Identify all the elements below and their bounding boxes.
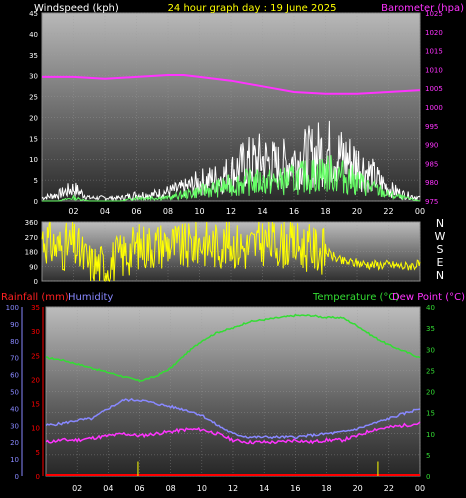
- direction-label-n-bottom: N: [436, 269, 444, 282]
- barometer-tick-label: 1015: [425, 48, 443, 56]
- windspeed-tick-label: 15: [29, 135, 38, 143]
- windspeed-tick-label: 0: [34, 198, 38, 206]
- top-x-tick-label: 12: [226, 207, 236, 216]
- rainfall-axis-label: Rainfall (mm): [1, 292, 69, 303]
- rainfall-tick-label: 25: [31, 352, 40, 360]
- top-x-tick-label: 14: [257, 207, 267, 216]
- temperature-axis-label: Temperature (°C): [312, 292, 399, 303]
- rainfall-tick-label: 30: [31, 328, 40, 336]
- humidity-tick-label: 0: [15, 473, 19, 481]
- humidity-tick-label: 70: [10, 355, 19, 363]
- bottom-x-tick-label: 06: [134, 484, 144, 493]
- rainfall-tick-label: 10: [31, 425, 40, 433]
- direction-label-w: W: [435, 230, 446, 243]
- temperature-tick-label: 5: [426, 452, 430, 460]
- top-x-tick-label: 18: [320, 207, 330, 216]
- temperature-tick-label: 30: [426, 346, 435, 354]
- humidity-tick-label: 20: [10, 439, 19, 447]
- humidity-axis-label: Humidity: [68, 292, 113, 303]
- humidity-tick-label: 50: [10, 389, 19, 397]
- windspeed-tick-label: 40: [29, 31, 38, 39]
- windspeed-tick-label: 20: [29, 114, 38, 122]
- top-x-tick-label: 00: [415, 207, 425, 216]
- humidity-tick-label: 80: [10, 338, 19, 346]
- temperature-tick-label: 0: [426, 473, 430, 481]
- temperature-tick-label: 20: [426, 389, 435, 397]
- barometer-tick-label: 990: [425, 142, 438, 150]
- bottom-x-tick-label: 08: [166, 484, 176, 493]
- windspeed-tick-label: 5: [34, 177, 38, 185]
- rainfall-tick-label: 20: [31, 376, 40, 384]
- direction-tick-label: 0: [34, 278, 38, 286]
- direction-tick-label: 270: [25, 234, 38, 242]
- top-x-tick-label: 08: [163, 207, 173, 216]
- direction-tick-label: 180: [25, 249, 38, 257]
- barometer-tick-label: 995: [425, 123, 438, 131]
- bottom-x-tick-label: 02: [72, 484, 82, 493]
- humidity-tick-label: 100: [6, 304, 19, 312]
- direction-tick-label: 360: [25, 219, 38, 227]
- temperature-line: [45, 313, 421, 383]
- barometer-tick-label: 1005: [425, 85, 443, 93]
- wind-average-line: [42, 155, 421, 202]
- top-x-tick-label: 20: [352, 207, 362, 216]
- barometer-tick-label: 1020: [425, 29, 443, 37]
- temperature-tick-label: 10: [426, 431, 435, 439]
- rainfall-tick-label: 35: [31, 304, 40, 312]
- rainfall-tick-label: 0: [36, 473, 40, 481]
- barometer-tick-label: 1025: [425, 10, 443, 18]
- chart-title: 24 hour graph day : 19 June 2025: [168, 3, 337, 14]
- temperature-tick-label: 35: [426, 325, 435, 333]
- humidity-tick-label: 40: [10, 405, 19, 413]
- top-x-tick-label: 02: [68, 207, 78, 216]
- top-x-tick-label: 16: [289, 207, 299, 216]
- barometer-tick-label: 1010: [425, 66, 443, 74]
- direction-label-n-top: N: [436, 217, 444, 230]
- top-x-tick-label: 06: [131, 207, 141, 216]
- bottom-x-tick-label: 10: [197, 484, 207, 493]
- bottom-x-tick-label: 20: [353, 484, 363, 493]
- humidity-line: [45, 397, 421, 440]
- bottom-x-tick-label: 00: [415, 484, 425, 493]
- dewpoint-line: [45, 421, 421, 445]
- rainfall-tick-label: 15: [31, 401, 40, 409]
- windspeed-tick-label: 30: [29, 73, 38, 81]
- bottom-x-tick-label: 14: [259, 484, 269, 493]
- barometer-tick-label: 975: [425, 198, 438, 206]
- bottom-x-tick-label: 12: [228, 484, 238, 493]
- windspeed-tick-label: 10: [29, 156, 38, 164]
- humidity-tick-label: 90: [10, 321, 19, 329]
- barometer-tick-label: 985: [425, 160, 438, 168]
- bottom-x-tick-label: 04: [103, 484, 113, 493]
- temperature-tick-label: 25: [426, 367, 435, 375]
- direction-label-e: E: [437, 256, 444, 269]
- barometer-tick-label: 980: [425, 179, 438, 187]
- windspeed-tick-label: 35: [29, 52, 38, 60]
- top-x-tick-label: 10: [194, 207, 204, 216]
- direction-label-s: S: [437, 243, 444, 256]
- top-x-tick-label: 22: [383, 207, 393, 216]
- temperature-tick-label: 40: [426, 304, 435, 312]
- windspeed-tick-label: 45: [29, 10, 38, 18]
- barometer-line: [42, 74, 421, 95]
- barometer-tick-label: 1000: [425, 104, 443, 112]
- wind-direction-line: [41, 221, 421, 282]
- humidity-tick-label: 30: [10, 422, 19, 430]
- humidity-tick-label: 10: [10, 456, 19, 464]
- bottom-x-tick-label: 18: [321, 484, 331, 493]
- barometer-axis-label: Barometer (hpa): [381, 3, 464, 14]
- top-x-tick-label: 04: [100, 207, 110, 216]
- dewpoint-axis-label: Dew Point (°C): [392, 292, 465, 303]
- direction-tick-label: 90: [29, 263, 38, 271]
- humidity-tick-label: 60: [10, 372, 19, 380]
- temperature-tick-label: 15: [426, 410, 435, 418]
- rainfall-tick-label: 5: [36, 449, 40, 457]
- windspeed-tick-label: 25: [29, 94, 38, 102]
- windspeed-axis-label: Windspeed (kph): [34, 3, 119, 14]
- bottom-x-tick-label: 22: [384, 484, 394, 493]
- bottom-x-tick-label: 16: [290, 484, 300, 493]
